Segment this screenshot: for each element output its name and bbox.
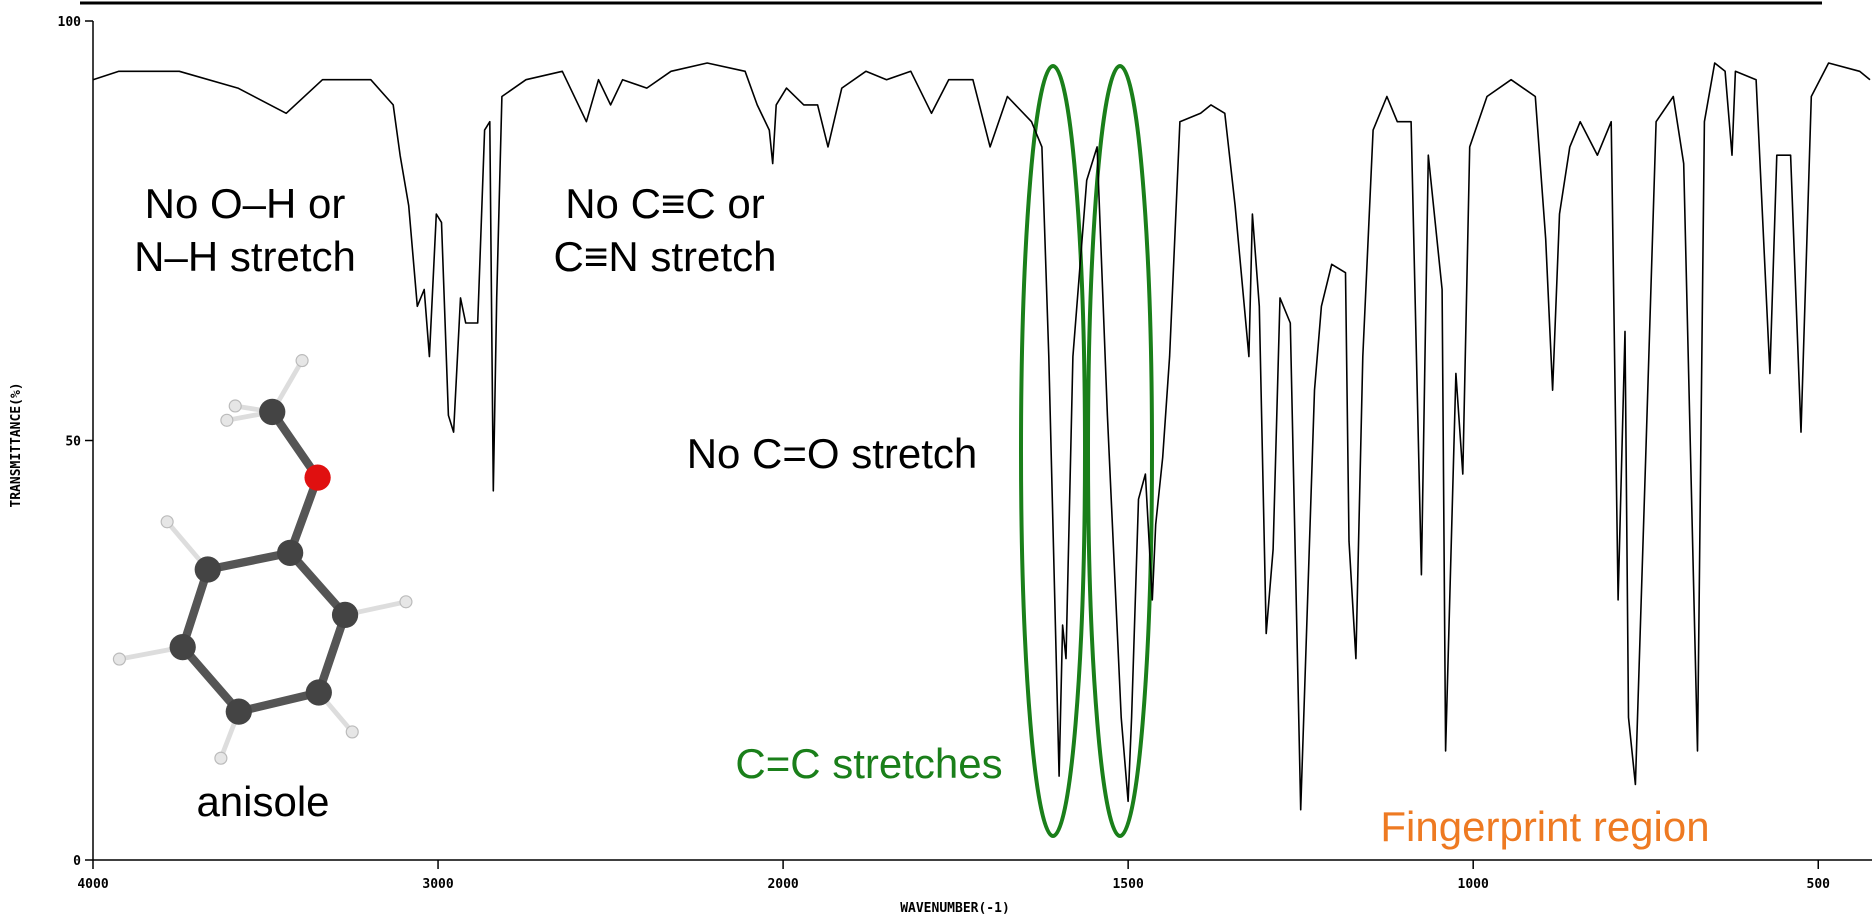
x-tick-label: 1000 <box>1458 877 1489 892</box>
annotation: C=C stretches <box>735 740 1002 787</box>
annotation: No C≡C or <box>565 180 765 227</box>
y-axis-label: TRANSMITTANCE(%) <box>9 382 24 507</box>
annotation: No O–H or <box>145 180 346 227</box>
x-tick-label: 1500 <box>1112 877 1143 892</box>
anisole-molecule <box>112 354 413 765</box>
highlight-ellipse <box>1086 64 1154 838</box>
annotation: N–H stretch <box>134 233 356 280</box>
y-tick-label: 0 <box>73 854 81 869</box>
annotation: Fingerprint region <box>1380 803 1709 850</box>
spectrum-line <box>92 62 1871 811</box>
highlight-ellipse <box>1019 64 1087 838</box>
annotation: No C=O stretch <box>687 430 978 477</box>
annotation: C≡N stretch <box>554 233 777 280</box>
x-tick-label: 4000 <box>77 877 108 892</box>
x-tick-label: 3000 <box>422 877 453 892</box>
x-axis-label: WAVENUMBER(-1) <box>900 901 1010 916</box>
y-tick-label: 100 <box>58 15 82 30</box>
x-tick-label: 500 <box>1807 877 1831 892</box>
x-tick-label: 2000 <box>767 877 798 892</box>
y-tick-label: 50 <box>65 435 81 450</box>
annotation: anisole <box>196 778 329 825</box>
